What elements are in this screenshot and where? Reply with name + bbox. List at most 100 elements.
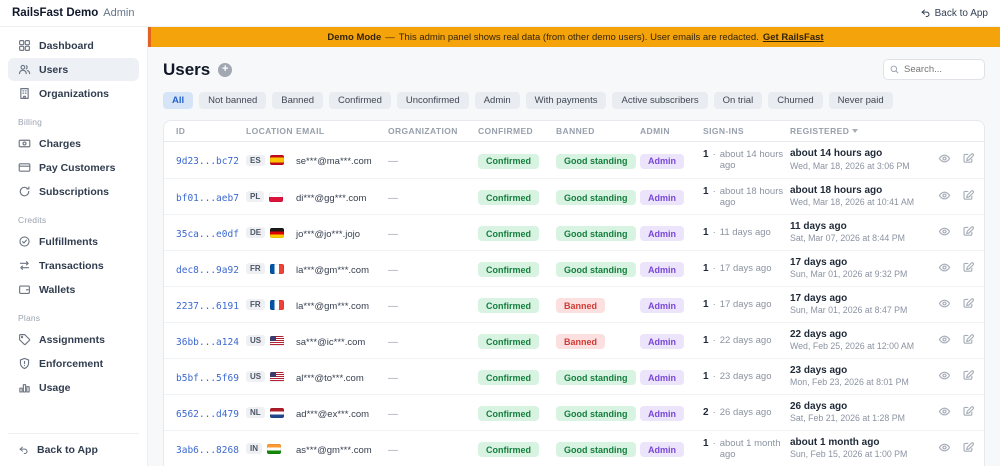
sign-in-separator: · [712, 263, 716, 274]
banned-cell: Good standing [556, 368, 640, 386]
sidebar-section-label: Billing [18, 117, 43, 127]
eye-icon [938, 261, 951, 274]
table-row: 3ab6...8268 IN as***@gm***.com — Confirmed Go… [164, 430, 984, 466]
country-code-badge: FR [246, 263, 265, 274]
user-id-link[interactable]: 36bb...a124 [176, 336, 239, 348]
view-user-button[interactable] [938, 152, 951, 168]
filter-tab-active-subscribers[interactable]: Active subscribers [612, 92, 708, 109]
edit-user-button[interactable] [962, 189, 975, 205]
organization-cell: — [388, 260, 478, 278]
search-input[interactable] [883, 59, 985, 80]
brand-suffix: Admin [103, 7, 135, 19]
usage-icon [18, 381, 31, 394]
registered-absolute: Sun, Mar 01, 2026 at 9:32 PM [790, 269, 908, 280]
sidebar-item-pay-customers[interactable]: Pay Customers [8, 156, 139, 179]
edit-user-button[interactable] [962, 369, 975, 385]
sidebar-item-label: Wallets [39, 283, 76, 296]
country-code-badge: IN [246, 443, 262, 454]
organization-cell: — [388, 151, 478, 169]
sidebar-item-wallets[interactable]: Wallets [8, 278, 139, 301]
user-id-link[interactable]: 6562...d479 [176, 408, 239, 420]
sidebar-item-dashboard[interactable]: Dashboard [8, 34, 139, 57]
back-to-app-label: Back to App [934, 7, 988, 19]
column-header-sign-ins: SIGN-INS [703, 126, 790, 136]
filter-tab-on-trial[interactable]: On trial [713, 92, 763, 109]
banner-separator: — [385, 31, 395, 43]
sidebar-item-label: Subscriptions [39, 185, 110, 198]
filter-tab-with-payments[interactable]: With payments [525, 92, 607, 109]
filter-tab-all[interactable]: All [163, 92, 194, 109]
row-actions [938, 189, 975, 205]
edit-icon [962, 297, 975, 310]
view-user-button[interactable] [938, 189, 951, 205]
column-header-registered[interactable]: REGISTERED [790, 126, 938, 136]
filter-tab-churned[interactable]: Churned [768, 92, 823, 109]
edit-icon [962, 441, 975, 454]
country-code-badge: US [246, 371, 266, 382]
edit-user-button[interactable] [962, 441, 975, 457]
view-user-button[interactable] [938, 225, 951, 241]
sidebar-item-assignments[interactable]: Assignments [8, 328, 139, 351]
view-user-button[interactable] [938, 297, 951, 313]
registered-cell: about 14 hours ago Wed, Mar 18, 2026 at 3… [790, 148, 938, 171]
admin-badge: Admin [640, 226, 684, 242]
get-railsfast-link[interactable]: Get RailsFast [762, 31, 824, 43]
sidebar-item-charges[interactable]: Charges [8, 132, 139, 155]
id-cell: b5bf...5f69 [176, 368, 246, 386]
edit-user-button[interactable] [962, 225, 975, 241]
view-user-button[interactable] [938, 405, 951, 421]
column-header-label: EMAIL [296, 126, 325, 136]
edit-user-button[interactable] [962, 405, 975, 421]
confirmed-badge: Confirmed [478, 370, 539, 386]
admin-cell: Admin [640, 188, 703, 206]
filter-tab-unconfirmed[interactable]: Unconfirmed [396, 92, 469, 109]
fulfillments-icon [18, 235, 31, 248]
user-id-link[interactable]: 9d23...bc72 [176, 156, 239, 167]
email-cell: ad***@ex***.com [296, 404, 388, 422]
sidebar-nav: Dashboard Users Organizations Billing Charge… [0, 33, 147, 425]
edit-user-button[interactable] [962, 261, 975, 277]
edit-user-button[interactable] [962, 333, 975, 349]
column-header-label: SIGN-INS [703, 126, 744, 136]
filter-tab-admin[interactable]: Admin [474, 92, 520, 109]
location-cell: PL [246, 191, 296, 202]
id-cell: 36bb...a124 [176, 332, 246, 350]
sidebar-item-users[interactable]: Users [8, 58, 139, 81]
admin-cell: Admin [640, 296, 703, 314]
edit-user-button[interactable] [962, 297, 975, 313]
confirmed-badge: Confirmed [478, 190, 539, 206]
sidebar-item-fulfillments[interactable]: Fulfillments [8, 230, 139, 253]
row-actions [938, 152, 975, 168]
email-cell: di***@gg***.com [296, 188, 388, 206]
view-user-button[interactable] [938, 333, 951, 349]
user-id-link[interactable]: 3ab6...8268 [176, 444, 239, 456]
admin-cell: Admin [640, 151, 703, 169]
sidebar-item-label: Pay Customers [39, 161, 116, 174]
add-user-button[interactable]: + [218, 62, 233, 77]
user-id-link[interactable]: bf01...aeb7 [176, 192, 239, 204]
email-cell: se***@ma***.com [296, 151, 388, 169]
filter-tab-not-banned[interactable]: Not banned [199, 92, 267, 109]
sidebar-item-usage[interactable]: Usage [8, 376, 139, 399]
view-user-button[interactable] [938, 441, 951, 457]
id-cell: 9d23...bc72 [176, 151, 246, 169]
sidebar-item-transactions[interactable]: Transactions [8, 254, 139, 277]
filter-tab-confirmed[interactable]: Confirmed [329, 92, 391, 109]
user-id-link[interactable]: b5bf...5f69 [176, 372, 239, 384]
back-to-app-link-sidebar[interactable]: Back to App [18, 444, 129, 456]
view-user-button[interactable] [938, 261, 951, 277]
edit-user-button[interactable] [962, 152, 975, 168]
sidebar-item-organizations[interactable]: Organizations [8, 82, 139, 105]
flag-fr-icon [269, 299, 284, 310]
filter-tab-banned[interactable]: Banned [272, 92, 324, 109]
back-to-app-link-top[interactable]: Back to App [920, 8, 988, 19]
user-id-link[interactable]: dec8...9a92 [176, 264, 239, 276]
sidebar-item-enforcement[interactable]: Enforcement [8, 352, 139, 375]
sidebar-item-subscriptions[interactable]: Subscriptions [8, 180, 139, 203]
location-cell: FR [246, 299, 296, 310]
filter-tab-never-paid[interactable]: Never paid [828, 92, 893, 109]
user-id-link[interactable]: 2237...6191 [176, 300, 239, 312]
admin-badge: Admin [640, 262, 684, 278]
user-id-link[interactable]: 35ca...e0df [176, 228, 239, 240]
view-user-button[interactable] [938, 369, 951, 385]
